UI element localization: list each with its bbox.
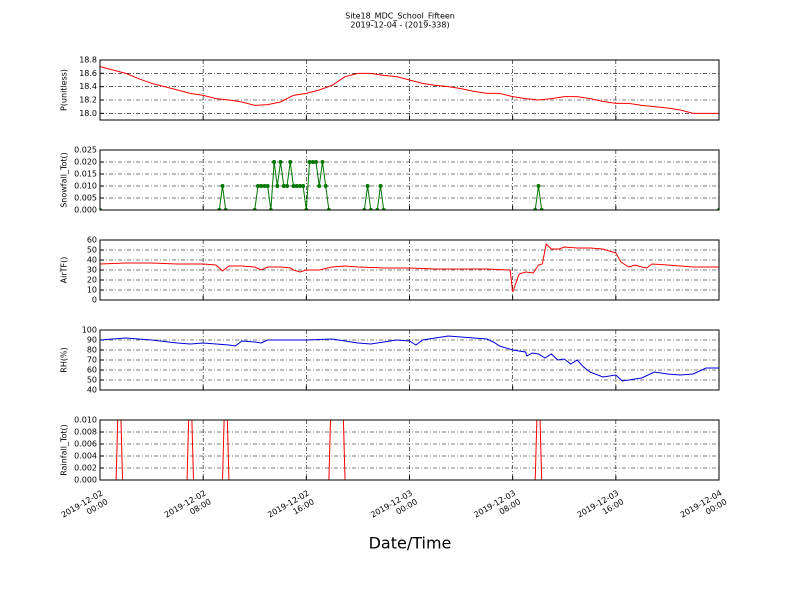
x-tick-label: 2019-12-0400:00: [678, 488, 728, 528]
data-point: [314, 160, 319, 164]
data-point: [378, 184, 383, 188]
y-axis-label: P(unitless): [60, 69, 69, 111]
y-tick-label: 0.010: [74, 416, 97, 425]
y-tick-label: 60: [87, 366, 97, 375]
plot-area: [100, 66, 719, 114]
y-tick-label: 0.008: [74, 428, 97, 437]
data-point: [320, 160, 325, 164]
y-tick-label: 0.006: [74, 440, 97, 449]
data-point: [284, 184, 289, 188]
y-tick-label: 0.005: [74, 194, 97, 203]
data-point: [323, 184, 328, 188]
data-point: [259, 184, 264, 188]
y-tick-label: 50: [87, 246, 97, 255]
plot-area: [100, 335, 719, 382]
y-axis-label: Snowfall_Tot(): [60, 152, 69, 208]
data-point: [278, 160, 283, 164]
data-point: [288, 160, 293, 164]
data-point: [291, 184, 296, 188]
series-line: [100, 242, 719, 293]
y-tick-label: 18.4: [79, 82, 97, 91]
x-tick-label: 2019-12-0308:00: [472, 488, 522, 528]
plot-area: [100, 160, 719, 210]
x-tick-label: 2019-12-0300:00: [369, 488, 419, 528]
data-point: [272, 160, 277, 164]
x-tick-label: 2019-12-0208:00: [163, 488, 213, 528]
y-tick-label: 18.2: [79, 96, 97, 105]
axes-frame: [99, 149, 720, 211]
y-tick-label: 90: [87, 336, 97, 345]
data-point: [220, 184, 225, 188]
chart-title: Site18_MDC_School_Fifteen: [345, 12, 455, 21]
y-tick-label: 20: [87, 276, 97, 285]
x-tick-label: 2019-12-0316:00: [575, 488, 625, 528]
series-line: [100, 66, 719, 114]
y-tick-label: 0.004: [74, 452, 97, 461]
x-tick-label: 2019-12-0200:00: [59, 488, 109, 528]
y-tick-label: 0.015: [74, 170, 97, 179]
data-point: [262, 184, 267, 188]
y-tick-label: 10: [87, 286, 97, 295]
y-tick-label: 0.000: [74, 476, 97, 485]
y-tick-label: 30: [87, 266, 97, 275]
y-tick-label: 100: [82, 326, 97, 335]
y-tick-label: 50: [87, 376, 97, 385]
y-axis-label: RH(%): [60, 347, 69, 372]
data-point: [294, 184, 299, 188]
y-tick-label: 0.002: [74, 464, 97, 473]
data-point: [275, 184, 280, 188]
y-tick-label: 40: [87, 386, 97, 395]
axes-frame: [99, 239, 720, 301]
y-tick-label: 60: [87, 236, 97, 245]
series-line: [100, 335, 719, 382]
data-point: [536, 184, 541, 188]
plot-area: [100, 242, 719, 293]
y-tick-label: 18.8: [79, 56, 97, 65]
x-tick-label: 2019-12-0216:00: [266, 488, 316, 528]
y-tick-label: 18.0: [79, 109, 97, 118]
y-tick-label: 70: [87, 356, 97, 365]
data-point: [281, 184, 286, 188]
axes-frame: [99, 329, 720, 391]
x-axis-label: Date/Time: [369, 534, 452, 553]
y-tick-label: 80: [87, 346, 97, 355]
data-point: [307, 160, 312, 164]
y-tick-label: 18.6: [79, 69, 97, 78]
data-point: [310, 160, 315, 164]
axes-frame: [99, 419, 720, 481]
y-axis-label: AirTF(): [60, 257, 69, 284]
y-tick-label: 0.020: [74, 158, 97, 167]
y-tick-label: 0.025: [74, 146, 97, 155]
data-point: [301, 184, 306, 188]
data-point: [297, 184, 302, 188]
data-point: [317, 184, 322, 188]
y-tick-label: 0: [92, 296, 97, 305]
y-tick-label: 0.010: [74, 182, 97, 191]
data-point: [265, 184, 270, 188]
y-tick-label: 0.000: [74, 206, 97, 215]
y-axis-label: Rainfall_Tot(): [60, 424, 69, 476]
data-point: [255, 184, 260, 188]
axes-frame: [99, 59, 720, 121]
data-point: [365, 184, 370, 188]
chart-subtitle: 2019-12-04 - (2019-338): [350, 21, 449, 30]
y-tick-label: 40: [87, 256, 97, 265]
